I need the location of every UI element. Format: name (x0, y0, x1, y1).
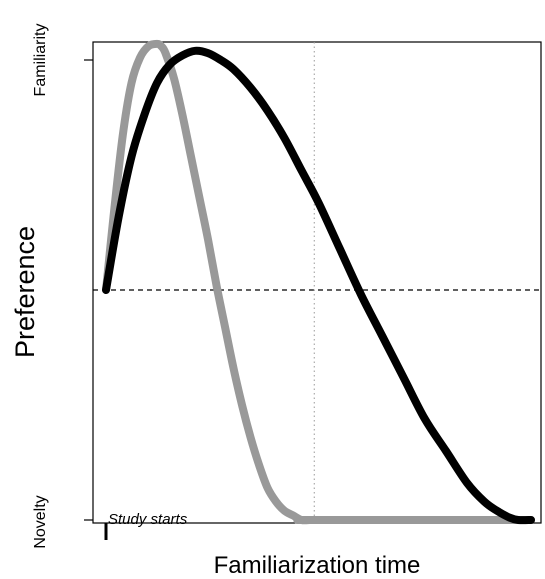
study-starts-annotation: Study starts (108, 511, 188, 528)
x-axis-title: Familiarization time (214, 552, 421, 579)
series-line-black (102, 46, 535, 525)
ticks-layer (84, 59, 108, 540)
y-tick-label-top: Familiarity (32, 24, 49, 97)
y-axis-title: Preference (10, 226, 40, 358)
series-line-gray (102, 39, 535, 525)
series-layer (102, 39, 535, 525)
reference-lines (93, 42, 541, 523)
y-tick-label-bottom: Novelty (32, 495, 49, 548)
plot-frame (92, 41, 542, 524)
